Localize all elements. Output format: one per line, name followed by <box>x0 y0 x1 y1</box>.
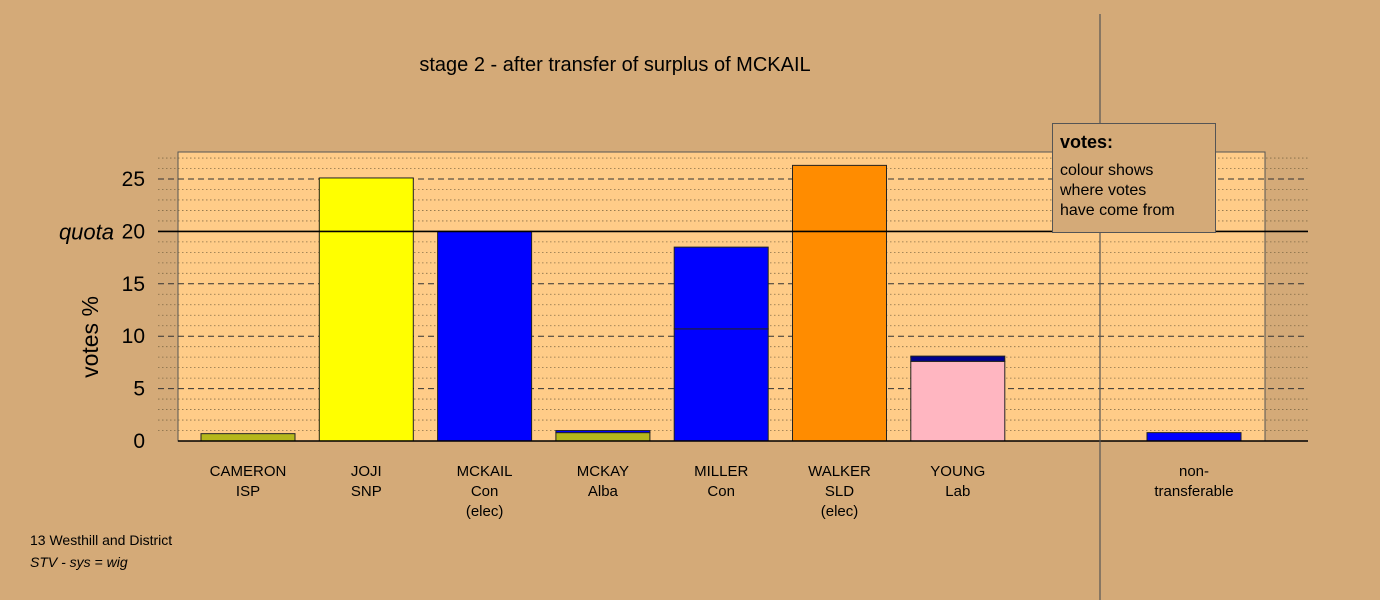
bar-segment <box>200 433 296 442</box>
y-tick-label: 10 <box>122 325 145 348</box>
candidate-party: Con <box>707 483 735 500</box>
legend-box: votes: colour shows where votes have com… <box>1052 123 1216 233</box>
legend-body: colour shows where votes have come from <box>1060 162 1175 219</box>
candidate-name: CAMERON <box>210 463 287 480</box>
bar-segment <box>555 432 651 442</box>
candidate-name: MCKAIL <box>457 463 513 480</box>
y-tick-label: 20 <box>122 220 145 243</box>
bar-segment <box>673 328 769 442</box>
candidate-name: YOUNG <box>930 463 985 480</box>
chart-title: stage 2 - after transfer of surplus of M… <box>419 54 810 76</box>
y-tick-label: 5 <box>133 378 145 401</box>
non-transferable-label: transferable <box>1154 483 1233 500</box>
candidate-party: Con <box>471 483 499 500</box>
quota-label: quota <box>59 219 114 244</box>
bar-segment <box>910 355 1006 362</box>
bar-segment <box>910 360 1006 442</box>
footer-system: STV - sys = wig <box>30 554 128 570</box>
candidate-party: SLD <box>825 483 854 500</box>
candidate-name: WALKER <box>808 463 871 480</box>
y-tick-label: 15 <box>122 273 145 296</box>
bar-segment <box>318 177 414 442</box>
bar-segment <box>673 246 769 330</box>
candidate-status: (elec) <box>821 503 859 520</box>
candidate-party: Lab <box>945 483 970 500</box>
bar-segment <box>555 430 651 434</box>
candidate-party: SNP <box>351 483 382 500</box>
non-transferable-bar <box>1146 432 1242 442</box>
y-tick-label: 25 <box>122 168 145 191</box>
candidate-name: MILLER <box>694 463 748 480</box>
footer-ward: 13 Westhill and District <box>30 532 173 548</box>
candidate-party: ISP <box>236 483 260 500</box>
y-tick-label: 0 <box>133 430 145 453</box>
bar-segment <box>792 164 887 442</box>
candidate-status: (elec) <box>466 503 504 520</box>
candidate-name: MCKAY <box>577 463 629 480</box>
y-axis-label: votes % <box>77 296 103 378</box>
candidate-name: JOJI <box>351 463 382 480</box>
candidate-party: Alba <box>588 483 619 500</box>
bar-segment <box>437 230 533 442</box>
legend-title: votes: <box>1060 132 1114 152</box>
non-transferable-label: non- <box>1179 463 1209 480</box>
